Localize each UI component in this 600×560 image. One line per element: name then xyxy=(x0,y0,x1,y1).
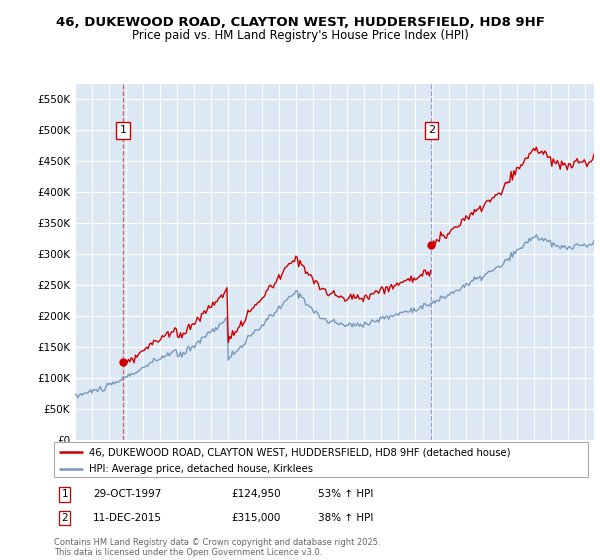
Text: 11-DEC-2015: 11-DEC-2015 xyxy=(93,513,162,523)
Text: 1: 1 xyxy=(61,489,68,500)
Text: HPI: Average price, detached house, Kirklees: HPI: Average price, detached house, Kirk… xyxy=(89,464,313,474)
Text: 53% ↑ HPI: 53% ↑ HPI xyxy=(318,489,373,500)
Text: £315,000: £315,000 xyxy=(231,513,280,523)
Text: 2: 2 xyxy=(61,513,68,523)
Text: £124,950: £124,950 xyxy=(231,489,281,500)
Text: 38% ↑ HPI: 38% ↑ HPI xyxy=(318,513,373,523)
Text: 29-OCT-1997: 29-OCT-1997 xyxy=(93,489,161,500)
Text: 2: 2 xyxy=(428,125,435,136)
Text: Price paid vs. HM Land Registry's House Price Index (HPI): Price paid vs. HM Land Registry's House … xyxy=(131,29,469,42)
Text: 1: 1 xyxy=(119,125,127,136)
Text: 46, DUKEWOOD ROAD, CLAYTON WEST, HUDDERSFIELD, HD8 9HF: 46, DUKEWOOD ROAD, CLAYTON WEST, HUDDERS… xyxy=(56,16,544,29)
FancyBboxPatch shape xyxy=(54,442,588,477)
Text: 46, DUKEWOOD ROAD, CLAYTON WEST, HUDDERSFIELD, HD8 9HF (detached house): 46, DUKEWOOD ROAD, CLAYTON WEST, HUDDERS… xyxy=(89,447,510,457)
Text: Contains HM Land Registry data © Crown copyright and database right 2025.
This d: Contains HM Land Registry data © Crown c… xyxy=(54,538,380,557)
